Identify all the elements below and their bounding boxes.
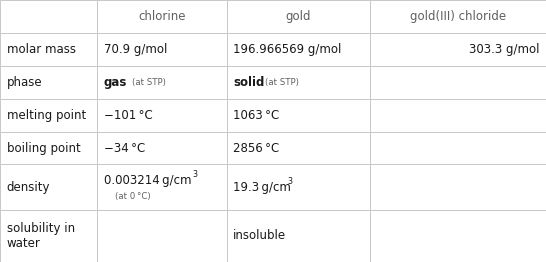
Bar [227,33,370,66]
Bar [97,66,227,99]
Text: density: density [7,181,50,194]
Bar [97,33,227,66]
Bar [0,33,97,66]
Text: 1063 °C: 1063 °C [233,109,280,122]
Text: 2856 °C: 2856 °C [233,141,280,155]
Bar [0,165,97,210]
Text: molar mass: molar mass [7,43,75,56]
Text: 303.3 g/mol: 303.3 g/mol [469,43,539,56]
Text: gold(III) chloride: gold(III) chloride [410,10,506,23]
Text: 70.9 g/mol: 70.9 g/mol [104,43,167,56]
Text: −101 °C: −101 °C [104,109,152,122]
Bar [227,132,370,165]
Bar [97,210,227,262]
Bar [0,0,97,33]
Text: solid: solid [233,76,264,89]
Text: 3: 3 [288,177,293,186]
Bar [227,0,370,33]
Bar [227,66,370,99]
Bar [227,165,370,210]
Bar [370,210,546,262]
Text: (at STP): (at STP) [132,78,166,87]
Text: (at 0 °C): (at 0 °C) [115,192,150,201]
Text: insoluble: insoluble [233,229,286,242]
Bar [370,33,546,66]
Bar [97,165,227,210]
Text: 0.003214 g/cm: 0.003214 g/cm [104,174,191,187]
Bar [0,66,97,99]
Bar [97,0,227,33]
Bar [370,66,546,99]
Text: gas: gas [104,76,127,89]
Text: melting point: melting point [7,109,86,122]
Text: 196.966569 g/mol: 196.966569 g/mol [233,43,341,56]
Bar [97,132,227,165]
Bar [370,0,546,33]
Bar [370,165,546,210]
Text: phase: phase [7,76,42,89]
Bar [227,99,370,132]
Text: chlorine: chlorine [138,10,186,23]
Bar [370,99,546,132]
Text: 3: 3 [192,170,197,179]
Bar [0,210,97,262]
Text: −34 °C: −34 °C [104,141,145,155]
Bar [0,99,97,132]
Bar [97,99,227,132]
Bar [0,132,97,165]
Text: (at STP): (at STP) [265,78,299,87]
Text: solubility in
water: solubility in water [7,222,75,250]
Text: gold: gold [286,10,311,23]
Text: 19.3 g/cm: 19.3 g/cm [233,181,291,194]
Bar [227,210,370,262]
Bar [370,132,546,165]
Text: boiling point: boiling point [7,141,80,155]
